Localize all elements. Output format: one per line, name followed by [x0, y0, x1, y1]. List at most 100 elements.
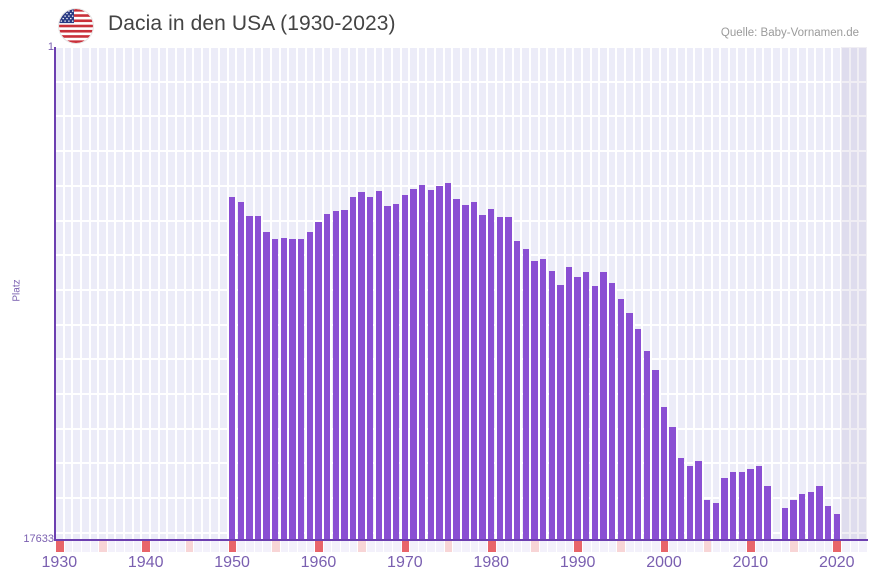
bar[interactable]: [816, 485, 823, 540]
x-axis-tick-label: 1970: [387, 554, 423, 571]
bar[interactable]: [833, 513, 840, 540]
tick-cell: [781, 541, 790, 552]
bar[interactable]: [272, 238, 279, 540]
tick-cell: [530, 541, 539, 552]
bar[interactable]: [393, 203, 400, 540]
bar[interactable]: [505, 217, 512, 540]
bar[interactable]: [608, 283, 616, 540]
x-axis-tick-label: 1980: [473, 554, 510, 571]
tick-cell: [133, 541, 142, 552]
bar[interactable]: [297, 238, 305, 540]
bar[interactable]: [747, 469, 754, 540]
bar[interactable]: [721, 477, 728, 540]
bar[interactable]: [548, 270, 555, 540]
bar[interactable]: [634, 329, 642, 540]
tick-cell: [297, 541, 306, 552]
bar[interactable]: [643, 351, 650, 540]
x-axis-tick-strip: [55, 541, 867, 552]
bar[interactable]: [565, 266, 573, 540]
bar[interactable]: [755, 466, 763, 540]
tick-cell: [824, 541, 833, 552]
x-axis-tick-label: 2020: [818, 554, 855, 571]
bar[interactable]: [401, 194, 409, 540]
bar[interactable]: [669, 427, 676, 540]
bar[interactable]: [686, 466, 694, 540]
bar[interactable]: [496, 216, 504, 540]
x-axis-tick-label: 2010: [732, 554, 769, 571]
bar[interactable]: [539, 258, 547, 540]
bar[interactable]: [574, 277, 581, 540]
bar[interactable]: [764, 485, 771, 540]
tick-cell: [486, 541, 496, 552]
bar[interactable]: [470, 201, 478, 540]
tick-cell: [858, 541, 867, 552]
bar[interactable]: [410, 189, 417, 540]
bar[interactable]: [583, 272, 590, 540]
bar[interactable]: [315, 222, 322, 540]
bar[interactable]: [384, 205, 391, 540]
tick-cell: [159, 541, 168, 552]
bar[interactable]: [367, 196, 374, 540]
bar[interactable]: [479, 214, 486, 540]
bar[interactable]: [349, 197, 357, 540]
bar[interactable]: [254, 215, 262, 540]
tick-cell: [807, 541, 816, 552]
bar[interactable]: [375, 190, 383, 540]
bar[interactable]: [453, 198, 460, 540]
bar[interactable]: [332, 210, 339, 540]
bar[interactable]: [263, 232, 270, 540]
bar[interactable]: [781, 508, 789, 540]
bar[interactable]: [790, 499, 797, 540]
tick-cell: [565, 541, 574, 552]
bar[interactable]: [807, 491, 815, 540]
bar[interactable]: [824, 505, 832, 540]
tick-cell: [832, 541, 842, 552]
bar[interactable]: [488, 209, 495, 540]
bar[interactable]: [600, 271, 607, 540]
tick-cell: [254, 541, 263, 552]
bar[interactable]: [280, 237, 288, 540]
bar[interactable]: [531, 260, 538, 540]
bar[interactable]: [246, 216, 253, 540]
tick-cell: [167, 541, 176, 552]
bar[interactable]: [652, 369, 659, 540]
tick-cell: [729, 541, 738, 552]
tick-cell: [202, 541, 211, 552]
bar[interactable]: [228, 197, 236, 540]
tick-cell: [461, 541, 470, 552]
bar[interactable]: [418, 185, 426, 540]
bar[interactable]: [323, 214, 331, 540]
bar[interactable]: [678, 458, 685, 540]
tick-cell: [608, 541, 617, 552]
bar[interactable]: [703, 499, 711, 540]
bar[interactable]: [557, 285, 564, 540]
bar[interactable]: [513, 241, 521, 540]
x-axis-tick-label: 1950: [214, 554, 250, 571]
tick-cell: [426, 541, 435, 552]
bar[interactable]: [436, 185, 443, 540]
tick-cell: [573, 541, 582, 552]
bar[interactable]: [626, 313, 633, 540]
bar[interactable]: [341, 209, 348, 540]
bar[interactable]: [617, 299, 624, 540]
bar[interactable]: [799, 494, 806, 540]
tick-cell: [521, 541, 530, 552]
bar[interactable]: [462, 204, 469, 540]
chart-header: Dacia in den USA (1930-2023) Quelle: Bab…: [0, 0, 873, 44]
bar[interactable]: [660, 406, 668, 540]
bar[interactable]: [729, 471, 737, 540]
y-axis-line: [54, 47, 56, 541]
bar[interactable]: [237, 202, 244, 540]
tick-cell: [107, 541, 116, 552]
bar[interactable]: [591, 286, 599, 540]
bar[interactable]: [695, 460, 702, 540]
bar[interactable]: [427, 189, 434, 540]
bar[interactable]: [306, 231, 314, 540]
bar[interactable]: [444, 183, 452, 540]
bar[interactable]: [712, 502, 720, 540]
bar[interactable]: [358, 192, 365, 540]
bar[interactable]: [289, 239, 296, 540]
bar[interactable]: [738, 471, 745, 540]
bar[interactable]: [522, 248, 529, 540]
